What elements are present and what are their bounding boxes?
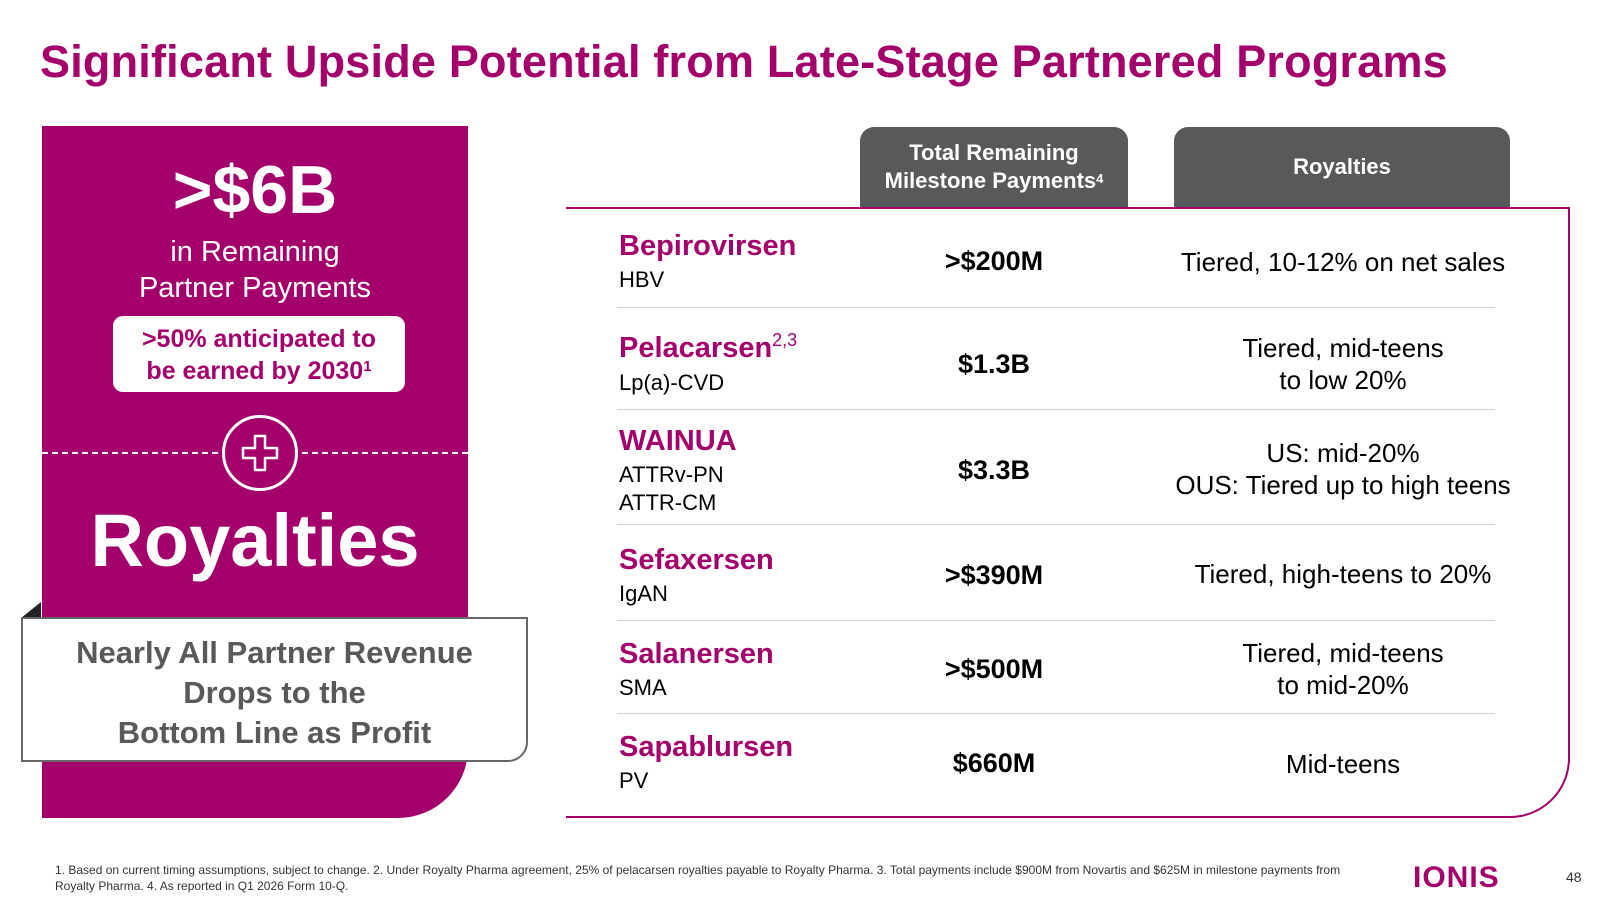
row-divider — [617, 620, 1495, 621]
pill-line-1: >50% anticipated to — [141, 325, 377, 353]
drug-name: Sefaxersen — [619, 544, 774, 577]
drug-indication: HBV — [619, 267, 665, 292]
royalty-terms: Tiered, mid-teens to mid-20% — [1242, 638, 1444, 700]
profit-callout: Nearly All Partner Revenue Drops to the … — [21, 617, 528, 762]
royalty-terms: Tiered, high-teens to 20% — [1194, 559, 1492, 589]
row-divider — [617, 307, 1495, 308]
ionis-logo: IONIS — [1413, 861, 1500, 894]
drug-indication: ATTRv-PN ATTR-CM — [619, 462, 724, 515]
remaining-payments-amount: >$6B — [172, 152, 338, 228]
caption-line-2: Partner Payments — [138, 272, 372, 304]
royalty-terms: Mid-teens — [1285, 749, 1401, 779]
milestone-header-footnote: 4 — [1096, 171, 1104, 186]
footnotes: 1. Based on current timing assumptions, … — [55, 863, 1341, 893]
drug-name-text: Bepirovirsen — [619, 230, 797, 262]
drug-name: Pelacarsen2,3 — [619, 330, 798, 365]
remaining-payments-panel: >$6B in Remaining Partner Payments >50% … — [42, 126, 468, 818]
row-divider — [617, 713, 1495, 714]
drug-name-text: WAINUA — [619, 425, 737, 457]
milestone-amount: >$500M — [944, 654, 1044, 684]
milestone-amount: >$200M — [944, 246, 1044, 276]
drug-indication: Lp(a)-CVD — [619, 370, 725, 395]
royalties-label: Royalties — [90, 499, 420, 582]
pill-line-2: be earned by 20301 — [113, 355, 405, 387]
drug-name-text: Pelacarsen — [619, 332, 773, 364]
pill-line-2-text: be earned by 2030 — [146, 357, 364, 385]
drug-indication: IgAN — [619, 581, 668, 606]
row-divider — [617, 524, 1495, 525]
milestone-amount: $3.3B — [957, 455, 1031, 485]
drug-name-text: Sefaxersen — [619, 544, 774, 576]
programs-table — [566, 207, 1570, 818]
callout-corner — [21, 602, 41, 618]
caption-line-1: in Remaining — [170, 236, 340, 268]
plus-cross-icon — [222, 415, 298, 491]
drug-name-text: Sapablursen — [619, 731, 794, 763]
slide-title: Significant Upside Potential from Late-S… — [40, 36, 1448, 87]
drug-name: Sapablursen — [619, 731, 793, 764]
drug-name-text: Salanersen — [619, 638, 774, 670]
page-number: 48 — [1566, 869, 1582, 885]
remaining-payments-caption: in Remaining Partner Payments — [42, 234, 468, 306]
milestone-amount: $1.3B — [957, 349, 1031, 379]
royalty-terms: US: mid-20% OUS: Tiered up to high teens — [1175, 438, 1511, 500]
profit-line-1: Nearly All Partner Revenue — [76, 635, 473, 670]
drug-name: Bepirovirsen — [619, 230, 796, 263]
milestone-amount: >$390M — [944, 560, 1044, 590]
drug-name: Salanersen — [619, 638, 774, 671]
row-divider — [617, 409, 1495, 410]
profit-line-2: Drops to the — [183, 675, 366, 710]
drug-footnote-marker: 2,3 — [772, 330, 798, 350]
pill-footnote-marker: 1 — [363, 358, 372, 375]
royalties-column-header: Royalties — [1174, 127, 1510, 207]
royalty-terms: Tiered, 10-12% on net sales — [1180, 247, 1506, 277]
milestone-column-header: Total Remaining Milestone Payments4 — [860, 127, 1128, 207]
royalty-terms: Tiered, mid-teens to low 20% — [1242, 333, 1444, 395]
profit-line-3: Bottom Line as Profit — [117, 715, 432, 750]
drug-indication: PV — [619, 768, 649, 793]
milestone-header-text: Total Remaining Milestone Payments — [884, 140, 1097, 193]
milestone-amount: $660M — [952, 748, 1036, 778]
drug-name: WAINUA — [619, 425, 737, 458]
drug-indication: SMA — [619, 675, 667, 700]
anticipated-earnings-pill: >50% anticipated to be earned by 20301 — [113, 316, 405, 392]
